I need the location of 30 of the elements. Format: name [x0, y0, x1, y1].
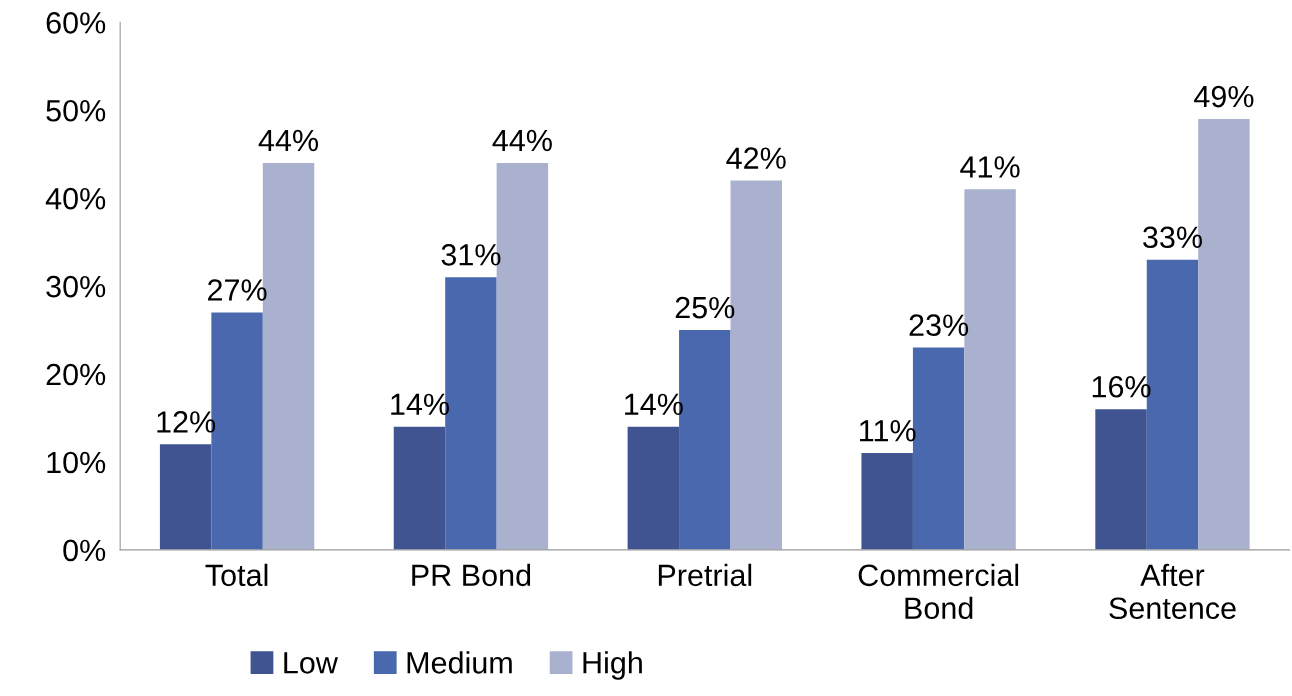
data-label: 42% [726, 147, 786, 169]
data-label: 44% [492, 129, 552, 152]
bar [393, 426, 446, 550]
legend-label: High [583, 651, 642, 680]
x-tick-label: Total [205, 563, 268, 587]
x-tick-label: PR Bond [412, 563, 531, 587]
data-label: 33% [1143, 226, 1202, 249]
y-tick-label: 30% [46, 275, 106, 298]
legend-label: Medium [407, 651, 512, 674]
y-tick-label: 0% [63, 539, 106, 562]
data-label: 49% [1194, 85, 1254, 108]
x-tick-label: Commercial Bond [858, 563, 1019, 620]
y-tick-label: 40% [45, 187, 106, 210]
y-tick-label: 10% [47, 451, 106, 474]
data-label: 41% [960, 156, 1020, 178]
data-label: 44% [258, 129, 319, 152]
data-label: 27% [208, 279, 267, 301]
bar [1095, 409, 1147, 550]
legend-label: Low [284, 652, 338, 674]
bar [861, 453, 913, 550]
x-tick-label: After Sentence [1109, 563, 1236, 620]
data-label: 25% [675, 296, 735, 319]
y-tick-label: 60% [46, 12, 106, 34]
x-tick-label: Pretrial [658, 563, 752, 587]
y-tick-label: 50% [46, 99, 106, 122]
y-tick-label: 20% [46, 363, 106, 386]
bar [159, 444, 212, 550]
bar [627, 426, 680, 550]
data-label: 31% [441, 244, 501, 266]
data-label: 23% [909, 314, 969, 337]
